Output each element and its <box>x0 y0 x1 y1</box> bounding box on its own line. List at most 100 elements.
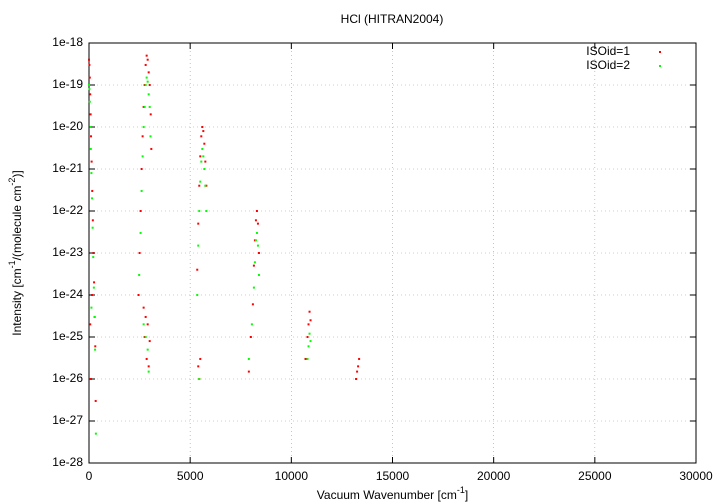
point <box>252 264 255 267</box>
label-part: Vacuum Wavenumber [cm <box>317 488 457 502</box>
legend-label: ISOid=2 <box>586 58 630 72</box>
point <box>94 345 97 348</box>
point <box>306 336 309 338</box>
y-axis-label: Intensity [cm-1/(molecule cm-2)] <box>7 170 24 335</box>
point <box>89 147 92 150</box>
x-tick-label: 30000 <box>679 469 713 483</box>
point <box>146 348 149 351</box>
point <box>197 222 200 225</box>
point <box>94 399 97 402</box>
plot-frame <box>88 42 697 464</box>
point <box>88 84 90 86</box>
point <box>143 105 146 108</box>
point <box>146 80 149 83</box>
point <box>90 172 93 175</box>
point <box>198 210 201 212</box>
point <box>144 84 147 86</box>
point <box>308 332 311 335</box>
legend-label: ISOid=1 <box>586 44 630 58</box>
point <box>90 135 93 138</box>
superscript: -1 <box>457 485 465 495</box>
point <box>197 365 200 368</box>
point <box>138 273 141 276</box>
point <box>255 210 258 212</box>
point <box>149 135 152 138</box>
y-tick-label: 1e-27 <box>52 413 83 427</box>
legend-marker <box>659 65 661 67</box>
x-tick-label: 0 <box>86 469 93 483</box>
y-tick-label: 1e-24 <box>52 287 83 301</box>
point <box>253 261 256 264</box>
point <box>89 323 92 326</box>
point <box>204 160 207 163</box>
point <box>142 323 145 326</box>
y-tick-label: 1e-28 <box>52 455 83 469</box>
point <box>252 286 255 289</box>
y-tick-label: 1e-21 <box>52 161 83 175</box>
point <box>139 210 142 212</box>
point <box>88 100 91 103</box>
point <box>304 357 307 360</box>
y-tick-label: 1e-23 <box>52 245 83 259</box>
point <box>145 357 148 360</box>
point <box>138 252 141 254</box>
point <box>200 135 203 138</box>
point <box>92 256 95 259</box>
point <box>141 135 144 138</box>
point <box>146 323 149 326</box>
point <box>145 76 148 79</box>
point <box>309 319 312 322</box>
point <box>203 142 206 145</box>
point <box>202 130 205 133</box>
point <box>254 219 257 222</box>
x-axis-label: Vacuum Wavenumber [cm-1] <box>317 485 468 502</box>
point <box>142 105 145 108</box>
label-part: /(molecule cm <box>10 186 24 261</box>
point <box>148 340 151 343</box>
y-tick-label: 1e-19 <box>52 77 83 91</box>
point <box>247 357 250 360</box>
legend-marker <box>659 51 661 53</box>
point <box>306 357 309 360</box>
point <box>199 180 202 183</box>
point <box>147 71 150 74</box>
point <box>253 239 256 242</box>
point <box>139 231 142 234</box>
point <box>256 222 259 225</box>
point <box>309 340 312 343</box>
point <box>143 84 146 86</box>
point <box>148 84 151 86</box>
point <box>147 365 150 368</box>
point <box>93 281 96 284</box>
point <box>308 310 311 313</box>
point <box>254 239 257 242</box>
point <box>199 155 202 158</box>
point <box>250 323 253 326</box>
point <box>198 184 201 187</box>
point <box>205 184 208 187</box>
point <box>358 357 361 360</box>
point <box>255 231 258 234</box>
point <box>201 147 204 150</box>
point <box>249 336 252 338</box>
x-tick-label: 15000 <box>376 469 410 483</box>
point <box>149 113 152 116</box>
point <box>90 378 93 380</box>
point <box>147 93 150 96</box>
point <box>90 160 93 163</box>
point <box>307 345 310 348</box>
point <box>91 197 94 200</box>
point <box>91 226 94 229</box>
point <box>141 155 144 158</box>
point <box>198 378 201 380</box>
point <box>257 252 260 254</box>
point <box>204 184 207 187</box>
point <box>251 303 254 306</box>
point <box>199 357 202 360</box>
label-part: ] <box>465 488 468 502</box>
point <box>144 315 147 318</box>
y-tick-label: 1e-25 <box>52 329 83 343</box>
point <box>197 244 200 247</box>
point <box>257 273 260 276</box>
